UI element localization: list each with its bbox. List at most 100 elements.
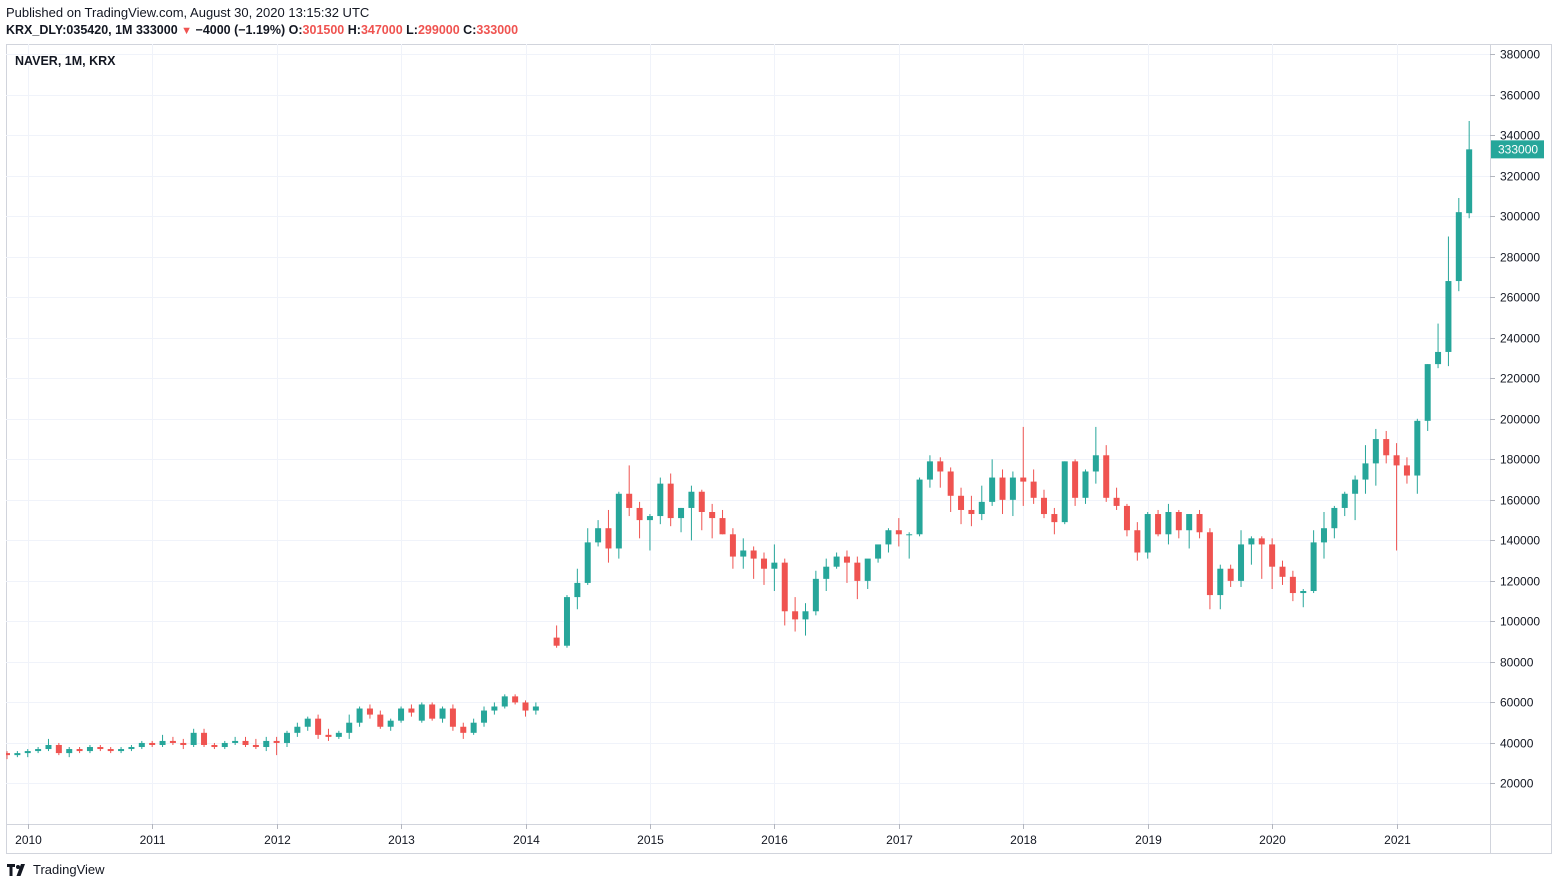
- candle: [1341, 491, 1348, 517]
- candle-body: [45, 744, 52, 750]
- candle-body: [1258, 538, 1265, 545]
- candlestick-chart[interactable]: 20000 40000 60000 80000 100000 120000 140000 16…: [6, 44, 1552, 854]
- candle-body: [563, 597, 570, 646]
- x-tick-label: 2010: [15, 833, 42, 847]
- y-tick-label: 100000: [1500, 615, 1540, 629]
- candle: [657, 477, 664, 525]
- candle: [698, 489, 705, 531]
- candle-body: [1123, 505, 1130, 531]
- candle: [418, 702, 425, 723]
- candle-body: [895, 530, 902, 535]
- candle-body: [657, 483, 664, 517]
- candle: [1424, 364, 1431, 431]
- last-price-tag: 333000: [1491, 140, 1544, 159]
- candle: [1414, 418, 1421, 494]
- candle: [481, 706, 488, 727]
- candle: [1238, 530, 1245, 587]
- candle: [1020, 426, 1027, 506]
- candle-body: [781, 562, 788, 612]
- y-tick-label: 80000: [1500, 656, 1534, 670]
- candle-body: [1165, 512, 1172, 535]
- candle: [1196, 509, 1203, 539]
- candle: [283, 730, 290, 748]
- candle: [1217, 564, 1224, 610]
- candle-body: [646, 516, 653, 521]
- candle: [252, 738, 259, 750]
- candle: [792, 597, 799, 632]
- candle: [491, 702, 498, 715]
- candle: [149, 740, 156, 748]
- candle: [221, 740, 228, 750]
- candle: [1041, 489, 1047, 519]
- candle-body: [1445, 281, 1452, 352]
- candle-body: [294, 726, 301, 733]
- candle-body: [346, 722, 353, 733]
- candle-body: [906, 534, 913, 536]
- candle: [1092, 426, 1099, 484]
- candle: [688, 485, 695, 541]
- y-tick-label: 180000: [1500, 453, 1540, 467]
- price-axis[interactable]: 20000 40000 60000 80000 100000 120000 140000 16…: [1490, 48, 1540, 791]
- candles: [6, 120, 1473, 760]
- candle-body: [6, 753, 10, 756]
- candle: [719, 509, 726, 535]
- candle-body: [885, 530, 892, 545]
- candle-body: [522, 702, 529, 711]
- candle-body: [698, 491, 705, 512]
- candle-body: [719, 518, 726, 535]
- candle-body: [875, 544, 882, 559]
- published-note: Published on TradingView.com, August 30,…: [6, 5, 370, 20]
- candle-body: [688, 491, 695, 508]
- candle: [346, 714, 353, 739]
- candle-body: [854, 562, 861, 581]
- candle-body: [35, 749, 42, 752]
- candle-body: [1175, 512, 1182, 531]
- candle: [1279, 560, 1286, 585]
- candle: [1393, 443, 1400, 551]
- candle-body: [1331, 507, 1338, 529]
- footer-brand[interactable]: TradingView: [6, 862, 105, 877]
- candle-body: [833, 556, 840, 567]
- candle-body: [263, 740, 270, 748]
- candle-body: [387, 720, 394, 727]
- candle-body: [283, 732, 290, 743]
- candle-body: [771, 562, 778, 569]
- brand-name: TradingView: [33, 862, 105, 877]
- candle-body: [1372, 439, 1379, 464]
- candle-body: [512, 696, 519, 703]
- candle: [595, 520, 602, 547]
- candle: [750, 546, 757, 579]
- candle-body: [1227, 568, 1234, 581]
- candle-body: [55, 744, 62, 754]
- candle: [875, 544, 882, 563]
- candle-body: [1352, 479, 1359, 494]
- candle: [356, 706, 363, 727]
- candle: [24, 749, 31, 758]
- candle-body: [1320, 528, 1327, 543]
- candle: [1051, 507, 1058, 535]
- candle: [118, 747, 125, 754]
- x-tick-label: 2016: [761, 833, 788, 847]
- candle-body: [958, 495, 965, 510]
- high-label: H:: [347, 23, 361, 37]
- candle-body: [937, 461, 944, 472]
- candle-body: [1020, 477, 1027, 482]
- x-tick-label: 2020: [1259, 833, 1286, 847]
- candle: [1186, 514, 1193, 549]
- time-axis[interactable]: 2010 2011 2012 2013 2014 2015 2016 2017 2018 2019…: [15, 824, 1411, 847]
- candle: [1435, 323, 1442, 369]
- close-label: C:: [463, 23, 477, 37]
- candle: [232, 736, 239, 745]
- candle-body: [968, 509, 975, 515]
- candle-body: [86, 747, 93, 752]
- candle: [812, 570, 819, 616]
- candle: [1403, 457, 1410, 484]
- y-tick-label: 240000: [1500, 332, 1540, 346]
- x-tick-label: 2011: [140, 833, 166, 847]
- symbol-label: KRX_DLY:035420, 1M: [6, 23, 133, 37]
- candle-body: [947, 471, 954, 496]
- grid: [6, 44, 1490, 824]
- candle: [563, 595, 570, 648]
- candle: [916, 477, 923, 537]
- candle: [449, 704, 456, 731]
